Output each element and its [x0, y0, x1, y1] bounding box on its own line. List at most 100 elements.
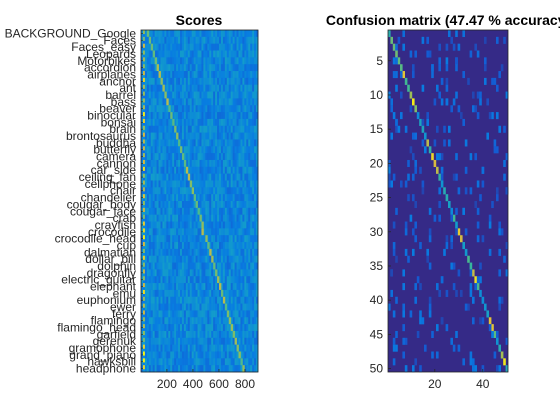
scores-cell — [217, 330, 220, 339]
scores-cell — [146, 98, 150, 106]
scores-cell — [154, 269, 157, 277]
scores-cell — [158, 91, 161, 99]
scores-cell — [174, 337, 177, 345]
scores-cell — [185, 194, 189, 202]
scores-cell — [248, 330, 251, 339]
scores-cell — [256, 283, 259, 291]
scores-cell — [209, 166, 212, 174]
scores-cell — [144, 153, 148, 161]
scores-cell — [205, 91, 208, 99]
confusion-cell — [445, 77, 449, 85]
scores-cell — [203, 324, 206, 332]
scores-cell — [166, 132, 169, 140]
scores-cell — [170, 187, 173, 195]
scores-cell — [162, 214, 165, 222]
scores-cell — [178, 201, 181, 209]
scores-cell — [234, 180, 237, 188]
scores-cell — [220, 139, 224, 147]
scores-cell — [246, 98, 249, 106]
scores-cell — [189, 296, 192, 304]
confusion-cell — [481, 166, 485, 174]
scores-cell — [154, 248, 157, 257]
scores-cell — [174, 324, 177, 332]
scores-cell — [215, 228, 218, 236]
scores-cell — [242, 207, 245, 215]
scores-cell — [224, 30, 228, 38]
scores-cell — [166, 91, 169, 99]
scores-cell — [199, 112, 202, 120]
scores-cell — [240, 235, 243, 243]
scores-cell — [191, 173, 194, 181]
scores-cell — [252, 221, 255, 229]
scores-cell — [197, 248, 200, 257]
scores-cell — [215, 310, 218, 318]
scores-cell — [162, 358, 165, 366]
scores-cell — [224, 255, 228, 263]
scores-cell — [234, 242, 237, 250]
scores-cell — [226, 262, 230, 270]
scores-cell — [201, 207, 204, 215]
confusion-cell — [426, 50, 429, 58]
scores-cell — [256, 57, 259, 65]
scores-cell — [244, 194, 247, 202]
scores-cell — [209, 71, 212, 79]
scores-cell — [207, 105, 210, 113]
scores-cell — [226, 296, 230, 304]
scores-cell — [172, 201, 175, 209]
scores-cell — [226, 228, 230, 236]
scores-cell — [176, 207, 179, 215]
scores-cell — [256, 153, 259, 161]
scores-cell — [152, 289, 155, 298]
scores-cell — [160, 255, 163, 263]
scores-cell — [226, 146, 230, 154]
scores-cell — [160, 214, 163, 222]
scores-cell — [244, 71, 247, 79]
scores-cell — [168, 146, 171, 154]
scores-cell — [152, 344, 155, 352]
scores-cell — [154, 64, 157, 72]
scores-cell — [191, 330, 194, 339]
scores-cell — [183, 358, 187, 366]
confusion-cell — [426, 118, 429, 126]
scores-cell — [178, 77, 181, 86]
scores-cell — [232, 64, 235, 72]
scores-cell — [205, 30, 208, 38]
scores-cell — [152, 57, 155, 65]
scores-cell — [158, 255, 161, 263]
scores-cell — [146, 262, 150, 270]
confusion-y-tick-label: 5 — [376, 54, 383, 68]
scores-cell — [158, 365, 161, 373]
scores-cell — [185, 276, 189, 284]
scores-cell — [150, 118, 153, 127]
scores-cell — [168, 337, 171, 345]
confusion-cell — [460, 112, 463, 120]
scores-cell — [254, 43, 257, 51]
scores-cell — [156, 194, 159, 202]
scores-cell — [232, 228, 235, 236]
scores-cell — [144, 173, 148, 181]
scores-cell — [228, 365, 231, 373]
scores-cell — [230, 166, 233, 174]
scores-diagonal-cell — [209, 248, 212, 257]
scores-cell — [252, 50, 255, 58]
scores-cell — [168, 84, 171, 92]
scores-cell — [146, 43, 150, 51]
scores-cell — [168, 248, 171, 257]
scores-cell — [189, 221, 192, 229]
scores-image — [141, 30, 259, 373]
scores-cell — [146, 221, 150, 229]
scores-cell — [228, 77, 231, 86]
scores-left-cell — [142, 159, 145, 165]
scores-cell — [213, 180, 216, 188]
scores-cell — [211, 77, 214, 86]
confusion-cell — [409, 105, 413, 113]
scores-cell — [180, 344, 183, 352]
scores-cell — [203, 91, 206, 99]
scores-cell — [217, 262, 220, 270]
scores-cell — [222, 57, 226, 65]
scores-cell — [195, 84, 198, 92]
scores-cell — [150, 112, 153, 120]
scores-cell — [213, 105, 216, 113]
scores-cell — [232, 125, 235, 133]
scores-cell — [246, 262, 249, 270]
